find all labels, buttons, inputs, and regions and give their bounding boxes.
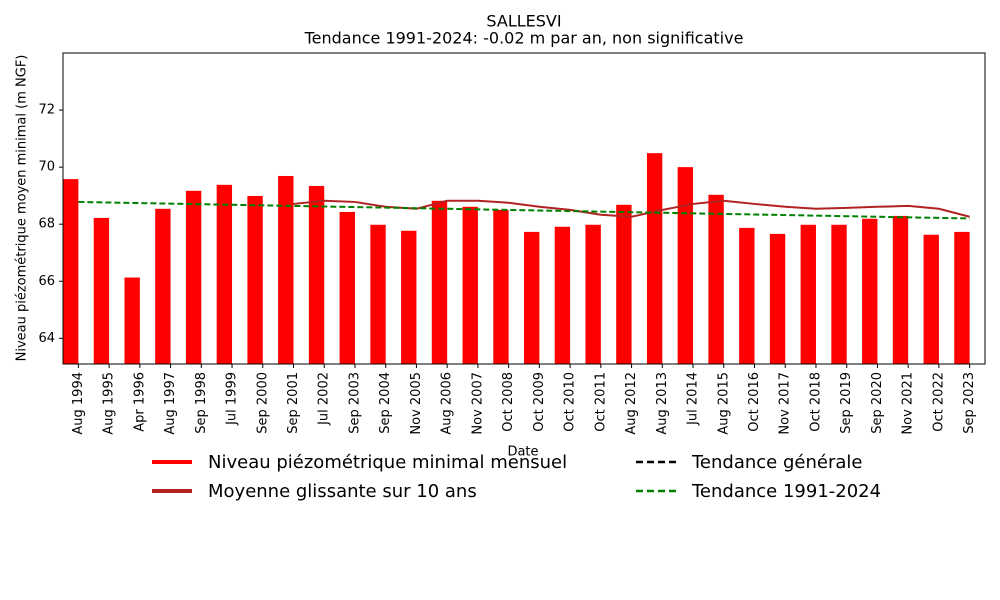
x-tick-label: Sep 2001 <box>286 372 301 434</box>
bar <box>616 204 632 364</box>
bar <box>124 277 140 364</box>
bar <box>401 230 417 364</box>
y-axis-label: Niveau piézométrique moyen minimal (m NG… <box>15 55 30 362</box>
y-tick-label: 70 <box>38 160 55 175</box>
x-tick-label: Sep 2003 <box>347 372 362 434</box>
x-tick-label: Oct 2008 <box>501 372 516 432</box>
x-tick-label: Oct 2011 <box>593 372 608 432</box>
y-tick-label: 64 <box>38 331 55 346</box>
bar <box>308 185 325 364</box>
x-tick-label: Nov 2005 <box>409 372 424 435</box>
bar <box>493 209 509 364</box>
x-tick-label: Nov 2017 <box>778 372 793 435</box>
x-tick-label: Oct 2018 <box>808 372 823 432</box>
y-tick-label: 66 <box>38 274 55 289</box>
bar <box>831 224 847 364</box>
bar <box>646 153 663 364</box>
x-tick-label: Aug 2012 <box>624 372 639 435</box>
bar <box>954 231 970 364</box>
x-tick-label: Oct 2009 <box>532 372 547 432</box>
bar <box>278 175 294 364</box>
bar <box>370 224 386 364</box>
x-tick-label: Nov 2021 <box>901 372 916 435</box>
x-tick-label: Aug 1995 <box>102 372 117 435</box>
x-tick-label: Jul 2014 <box>686 372 701 426</box>
bar <box>554 226 571 364</box>
x-tick-label: Oct 2016 <box>747 372 762 432</box>
x-tick-label: Aug 1994 <box>71 372 86 435</box>
y-tick-label: 72 <box>38 103 55 118</box>
x-tick-label: Oct 2010 <box>563 372 578 432</box>
legend-label: Niveau piézométrique minimal mensuel <box>208 452 567 473</box>
legend-label: Moyenne glissante sur 10 ans <box>208 481 477 502</box>
bar <box>892 215 909 364</box>
chart-title: SALLESVI <box>486 12 561 31</box>
bar <box>769 233 786 364</box>
bar <box>431 200 448 364</box>
plot-frame <box>62 52 986 365</box>
x-tick-label: Sep 2020 <box>870 372 885 434</box>
bar <box>677 167 694 364</box>
y-tick-label: 68 <box>38 217 55 232</box>
bar <box>247 195 263 364</box>
bar <box>800 224 816 364</box>
bar <box>63 179 79 364</box>
x-axis-label: Date <box>507 445 538 460</box>
x-tick-label: Aug 1997 <box>163 372 178 435</box>
x-tick-label: Sep 2023 <box>962 372 977 434</box>
x-tick-label: Sep 1998 <box>194 372 209 434</box>
x-tick-label: Jul 1999 <box>225 372 240 426</box>
bar <box>739 227 755 364</box>
bar <box>708 194 724 364</box>
x-tick-label: Nov 2007 <box>470 372 485 435</box>
x-tick-label: Sep 2004 <box>378 372 393 434</box>
x-tick-label: Jul 2002 <box>317 372 332 426</box>
legend-label: Tendance générale <box>691 452 862 473</box>
bar <box>923 234 939 364</box>
bar <box>216 184 233 364</box>
x-tick-label: Oct 2022 <box>931 372 946 432</box>
x-tick-label: Aug 2006 <box>440 372 455 435</box>
chart-subtitle: Tendance 1991-2024: -0.02 m par an, non … <box>304 29 744 48</box>
bar <box>93 217 110 364</box>
bar <box>155 208 171 364</box>
bar <box>862 218 878 364</box>
bar <box>524 231 540 364</box>
x-tick-label: Sep 2000 <box>255 372 270 434</box>
bar <box>339 211 355 364</box>
series-line <box>78 200 970 220</box>
bar <box>462 206 478 364</box>
bar <box>585 224 601 364</box>
bar <box>185 190 202 364</box>
x-tick-label: Sep 2019 <box>839 372 854 434</box>
x-tick-label: Apr 1996 <box>132 372 147 432</box>
x-tick-label: Aug 2015 <box>716 372 731 435</box>
x-tick-label: Aug 2013 <box>655 372 670 435</box>
legend-label: Tendance 1991-2024 <box>691 481 881 502</box>
